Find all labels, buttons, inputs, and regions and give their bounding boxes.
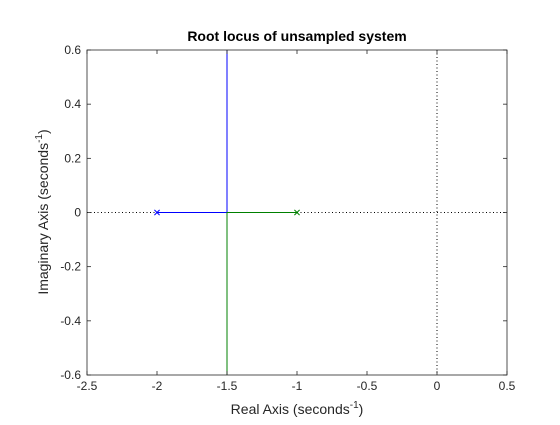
series-layer (157, 50, 297, 375)
x-tick-label: 0.5 (499, 379, 516, 393)
chart-title: Root locus of unsampled system (187, 28, 406, 44)
y-tick-label: 0.2 (64, 151, 81, 165)
y-axis-label-exponent: -1 (34, 134, 45, 143)
x-tick-label: -0.5 (357, 379, 378, 393)
ticks-layer: -2.5 -2 -1.5 -1 -0.5 0 0.5 -0.6 -0.4 -0.2 0 0.2 0.4 0… (60, 43, 515, 393)
x-tick-label: -2.5 (77, 379, 98, 393)
x-axis-label-text: Real Axis (seconds (231, 401, 350, 417)
y-tick-label: 0.4 (64, 97, 81, 111)
poles-layer (154, 209, 300, 216)
x-tick-label: -2 (152, 379, 163, 393)
pole-marker (294, 209, 300, 216)
pole-marker (154, 209, 160, 216)
y-tick-label: 0 (74, 206, 81, 220)
y-axis-label-text: Imaginary Axis (seconds (35, 143, 51, 295)
y-tick-label: -0.2 (60, 260, 81, 274)
x-tick-label: 0 (434, 379, 441, 393)
x-tick-label: -1.5 (217, 379, 238, 393)
locus-branch-2 (226, 212, 297, 375)
x-axis-label: Real Axis (seconds-1) (231, 400, 364, 417)
x-axis-label-exponent: -1 (350, 400, 359, 411)
x-tick-label: -1 (292, 379, 303, 393)
axes-box (86, 49, 508, 376)
y-axis-label: Imaginary Axis (seconds-1) (34, 129, 51, 294)
y-tick-label: -0.4 (60, 314, 81, 328)
x-axis-label-close: ) (359, 401, 364, 417)
y-tick-label: 0.6 (64, 43, 81, 57)
y-axis-label-close: ) (35, 129, 51, 134)
y-tick-label: -0.6 (60, 368, 81, 382)
